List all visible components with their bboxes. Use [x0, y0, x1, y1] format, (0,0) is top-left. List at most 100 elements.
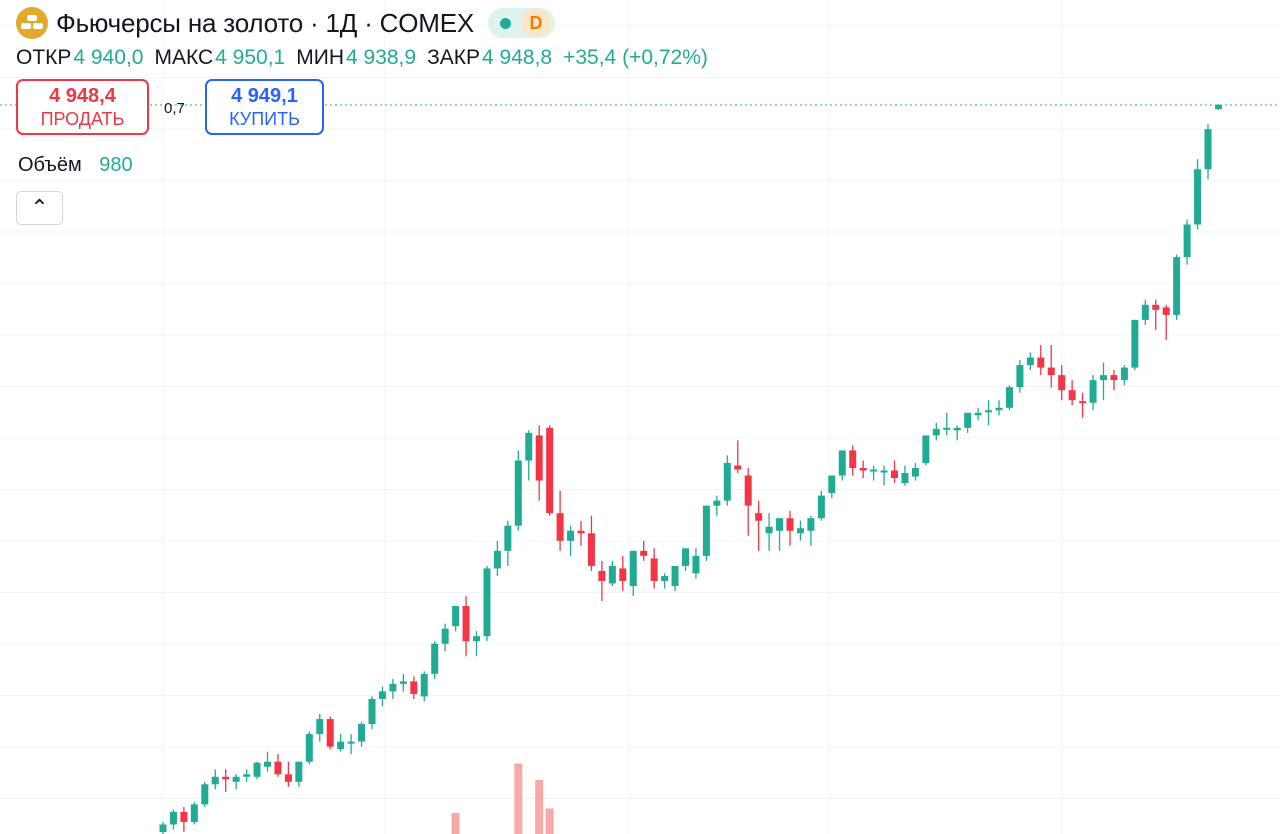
candle-body — [347, 741, 355, 744]
candle-body — [180, 811, 188, 822]
gold-bars-icon — [16, 7, 48, 39]
sell-label: ПРОДАТЬ — [40, 109, 125, 129]
candle-body — [661, 575, 669, 581]
candle-body — [232, 776, 240, 782]
candle-body — [535, 435, 543, 481]
candle-body — [169, 811, 177, 825]
chevron-up-icon: ⌃ — [30, 195, 49, 220]
candle-body — [671, 565, 679, 586]
candle-body — [389, 683, 397, 692]
volume-bar — [535, 780, 544, 834]
candle-body — [159, 824, 167, 832]
volume-label: Объём — [18, 154, 82, 176]
candle-body — [420, 673, 428, 697]
candle-body — [995, 407, 1003, 411]
candle-body — [1204, 129, 1212, 170]
candle-body — [807, 518, 815, 531]
candle-body — [201, 784, 209, 805]
candle-body — [483, 568, 491, 637]
sell-price: 4 948,4 — [49, 85, 116, 107]
high-label: МАКС — [154, 46, 214, 69]
candle-body — [514, 460, 522, 526]
candle-body — [1162, 307, 1170, 315]
ohlc-legend: ОТКР 4 940,0 МАКС 4 950,1 МИН 4 938,9 ЗА… — [16, 46, 719, 70]
candle-body — [943, 427, 951, 430]
candle-body — [441, 628, 449, 644]
candle-body — [1141, 304, 1149, 320]
candle-body — [734, 465, 742, 470]
candle-body — [452, 606, 460, 627]
candle-body — [1005, 387, 1013, 408]
candle-body — [295, 761, 303, 782]
candle-body — [880, 470, 888, 473]
volume-value: 980 — [99, 154, 133, 176]
candle-body — [567, 530, 575, 541]
candle-body — [911, 468, 919, 477]
close-label: ЗАКР — [427, 46, 481, 69]
candle-body — [358, 724, 366, 742]
low-label: МИН — [296, 46, 344, 69]
candle-body — [932, 428, 940, 436]
candle-body — [1037, 357, 1045, 368]
candle-body — [473, 636, 480, 642]
candle-body — [870, 469, 878, 472]
change-value: +35,4 (+0,72%) — [563, 46, 708, 69]
buy-price: 4 949,1 — [231, 85, 298, 107]
candle-body — [1068, 390, 1076, 401]
open-label: ОТКР — [16, 46, 72, 69]
candle-body — [326, 719, 334, 747]
candle-body — [755, 513, 763, 521]
candle-body — [504, 525, 512, 551]
candle-body — [1089, 380, 1097, 403]
candle-body — [1214, 105, 1222, 110]
candle-body — [1183, 224, 1191, 258]
candle-body — [1016, 365, 1024, 388]
candle-body — [264, 761, 271, 767]
buy-label: КУПИТЬ — [229, 109, 300, 129]
candle-body — [431, 643, 439, 674]
volume-legend[interactable]: Объём 980 — [18, 154, 133, 177]
candle-body — [274, 761, 282, 775]
buy-button[interactable]: 4 949,1 КУПИТЬ — [205, 79, 324, 135]
candle-body — [619, 568, 627, 581]
volume-bar — [451, 813, 460, 834]
candle-body — [859, 468, 867, 471]
candle-body — [337, 741, 345, 750]
candle-body — [723, 462, 731, 501]
candle-body — [525, 432, 533, 461]
candle-body — [211, 776, 219, 785]
candle-body — [546, 427, 554, 514]
market-open-dot-icon — [500, 17, 512, 29]
candle-body — [462, 606, 470, 642]
candle-body — [587, 533, 595, 566]
candle-body — [817, 495, 825, 519]
candle-body — [378, 691, 386, 699]
candle-body — [796, 528, 804, 534]
candle-body — [964, 412, 972, 428]
collapse-legend-button[interactable]: ⌃ — [16, 191, 63, 225]
sell-button[interactable]: 4 948,4 ПРОДАТЬ — [16, 79, 149, 135]
market-status-badge[interactable]: D — [488, 8, 556, 38]
candle-body — [1120, 367, 1128, 381]
candle-body — [1131, 319, 1139, 368]
candle-body — [1058, 375, 1066, 391]
candle-body — [556, 513, 564, 541]
symbol-title[interactable]: Фьючерсы на золото · 1Д · COMEX — [56, 7, 475, 38]
candle-body — [1100, 375, 1107, 381]
candle-body — [640, 550, 648, 556]
candle-body — [222, 776, 230, 780]
open-value: 4 940,0 — [73, 46, 144, 69]
candle-body — [702, 505, 710, 556]
candle-body — [974, 412, 982, 416]
candle-body — [1026, 357, 1034, 366]
low-value: 4 938,9 — [346, 46, 417, 69]
candle-body — [953, 427, 961, 431]
candle-body — [253, 762, 261, 777]
candle-body — [577, 530, 585, 534]
candle-body — [1152, 304, 1160, 310]
candle-body — [410, 681, 418, 694]
candle-body — [399, 681, 407, 684]
candle-body — [190, 804, 198, 822]
candle-body — [598, 570, 606, 581]
